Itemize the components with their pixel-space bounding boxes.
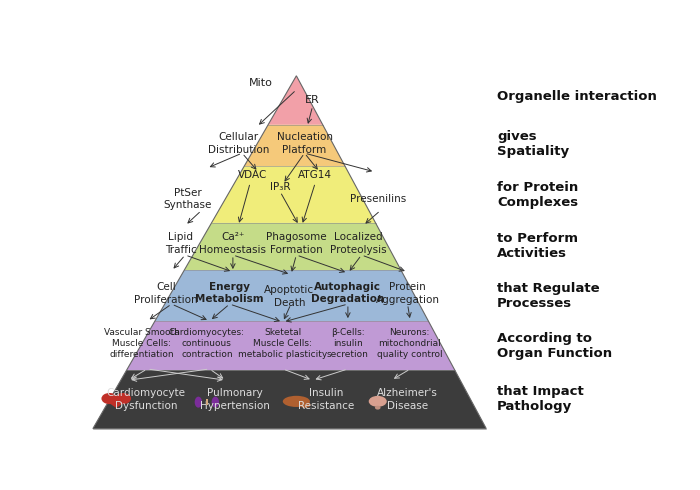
Text: Neurons:
mitochondrial
quality control: Neurons: mitochondrial quality control xyxy=(377,328,442,359)
Ellipse shape xyxy=(375,406,381,410)
Text: Vascular Smooth
Muscle Cells:
differentiation: Vascular Smooth Muscle Cells: differenti… xyxy=(104,328,180,359)
Text: Apoptotic
Death: Apoptotic Death xyxy=(264,285,314,308)
Ellipse shape xyxy=(195,396,202,408)
Ellipse shape xyxy=(211,396,219,408)
Text: IP₃R: IP₃R xyxy=(270,182,290,192)
Polygon shape xyxy=(268,76,323,125)
Polygon shape xyxy=(244,125,345,166)
Text: that Impact
Pathology: that Impact Pathology xyxy=(497,385,584,413)
Text: gives
Spatiality: gives Spatiality xyxy=(497,130,569,158)
Text: Cardiomyocytes:
continuous
contraction: Cardiomyocytes: continuous contraction xyxy=(169,328,245,359)
Text: Mito: Mito xyxy=(249,78,273,88)
Text: Alzheimer's
Disease: Alzheimer's Disease xyxy=(377,388,438,411)
Polygon shape xyxy=(211,166,376,223)
Polygon shape xyxy=(184,223,401,270)
Text: ATG14: ATG14 xyxy=(298,170,332,180)
Text: to Perform
Activities: to Perform Activities xyxy=(497,232,578,260)
Text: Pulmonary
Hypertension: Pulmonary Hypertension xyxy=(200,388,270,411)
Text: Organelle interaction: Organelle interaction xyxy=(497,90,657,103)
Text: Insulin
Resistance: Insulin Resistance xyxy=(298,388,354,411)
Polygon shape xyxy=(155,270,428,321)
Ellipse shape xyxy=(369,396,387,407)
Text: Autophagic
Degradation: Autophagic Degradation xyxy=(312,282,384,304)
Text: Cellular
Distribution: Cellular Distribution xyxy=(208,132,269,155)
Text: Lipid
Traffic: Lipid Traffic xyxy=(165,232,197,255)
Bar xyxy=(206,399,208,405)
Ellipse shape xyxy=(300,402,311,408)
Text: Protein
Aggregation: Protein Aggregation xyxy=(376,282,440,305)
Text: β-Cells:
insulin
secretion: β-Cells: insulin secretion xyxy=(327,328,369,359)
Circle shape xyxy=(115,393,131,404)
Text: PtSer
Synthase: PtSer Synthase xyxy=(164,188,212,210)
Text: Localized
Proteolysis: Localized Proteolysis xyxy=(330,232,387,255)
Polygon shape xyxy=(93,370,486,429)
Text: Presenilins: Presenilins xyxy=(349,194,406,204)
Text: Phagosome
Formation: Phagosome Formation xyxy=(266,232,327,255)
Circle shape xyxy=(102,393,118,404)
Text: Nucleation
Platform: Nucleation Platform xyxy=(276,132,332,155)
Polygon shape xyxy=(127,321,455,370)
Text: Energy
Metabolism: Energy Metabolism xyxy=(195,282,264,304)
Text: Ca²⁺
Homeostasis: Ca²⁺ Homeostasis xyxy=(199,232,267,255)
Text: ER: ER xyxy=(305,95,320,104)
Polygon shape xyxy=(103,398,130,408)
Text: for Protein
Complexes: for Protein Complexes xyxy=(497,181,578,209)
Text: Cell
Proliferation: Cell Proliferation xyxy=(134,282,198,305)
Text: According to
Organ Function: According to Organ Function xyxy=(497,332,612,360)
Text: that Regulate
Processes: that Regulate Processes xyxy=(497,282,600,310)
Text: VDAC: VDAC xyxy=(238,170,267,180)
Text: Sketetal
Muscle Cells:
metabolic plasticity: Sketetal Muscle Cells: metabolic plastic… xyxy=(238,328,328,359)
Text: Cardiomyocyte
Dysfunction: Cardiomyocyte Dysfunction xyxy=(106,388,186,411)
Ellipse shape xyxy=(283,396,310,407)
